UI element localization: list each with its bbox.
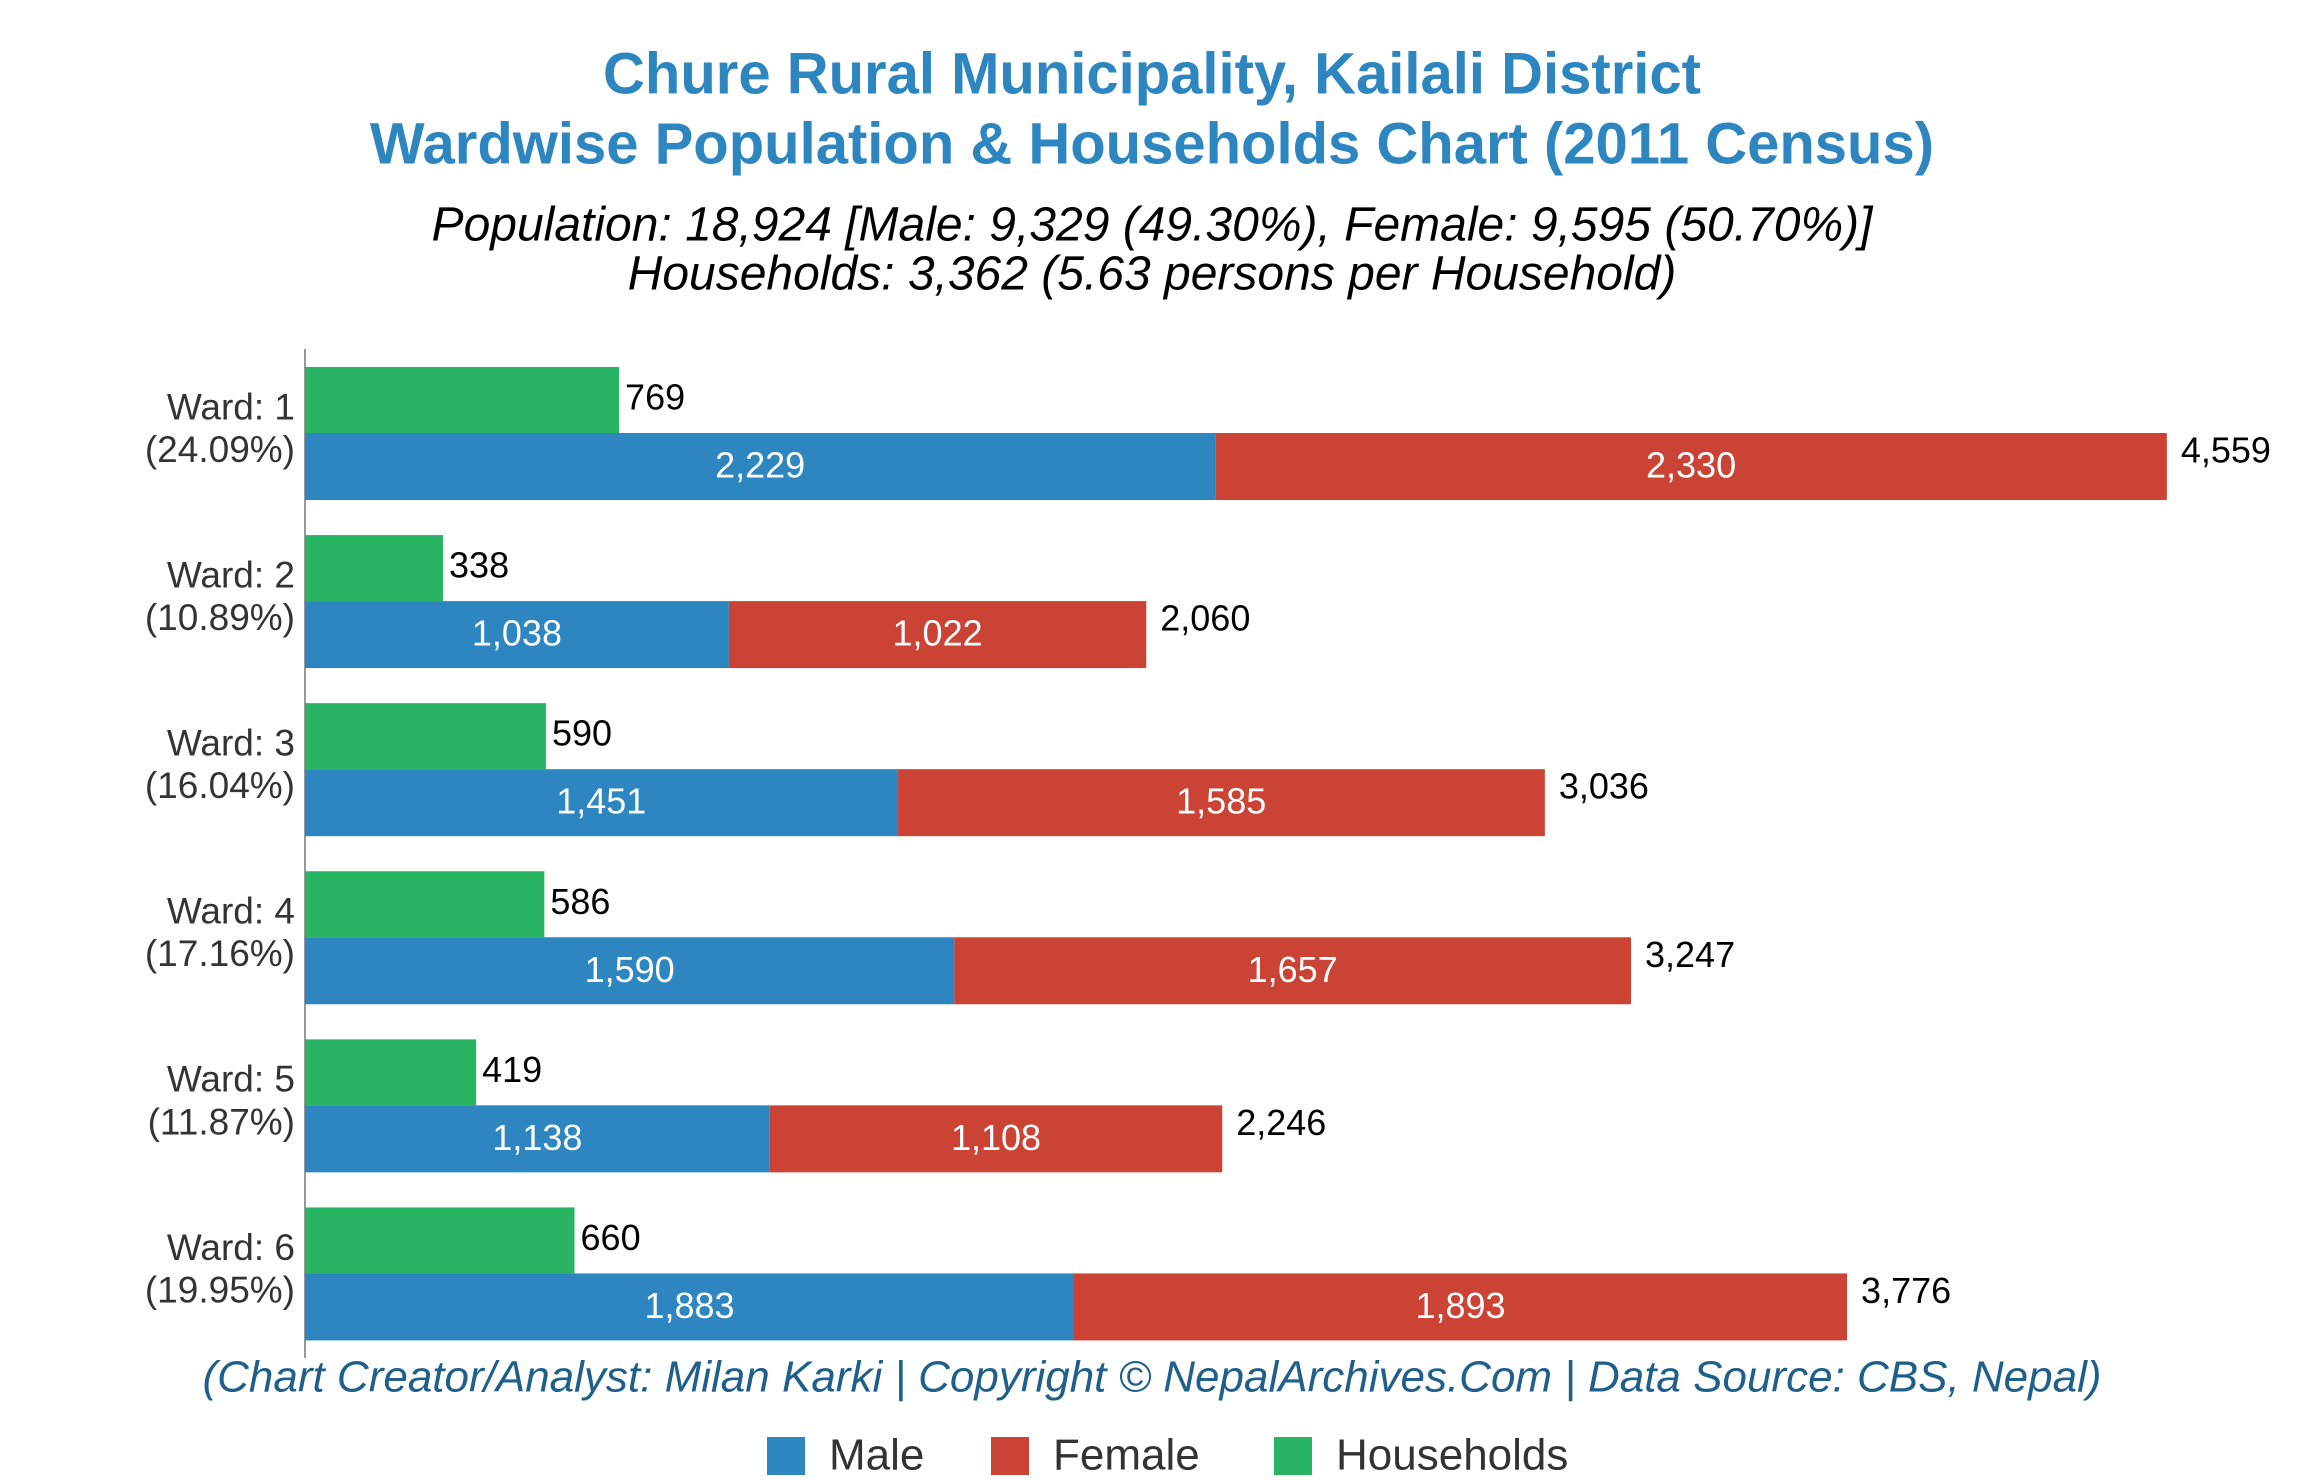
male-bar xyxy=(305,1273,1074,1341)
y-tick-label: Ward: 4 xyxy=(167,891,295,932)
female-bar xyxy=(1215,433,2167,500)
total-label: 2,060 xyxy=(1160,598,1250,639)
footer: (Chart Creator/Analyst: Milan Karki | Co… xyxy=(202,1353,2101,1402)
female-bar xyxy=(897,769,1545,837)
male-bar xyxy=(305,433,1216,500)
total-label: 3,036 xyxy=(1559,766,1649,807)
data-label: 1,657 xyxy=(1248,949,1338,990)
data-label: 660 xyxy=(581,1217,641,1258)
female-bar xyxy=(728,601,1147,669)
chart-subtitle: Households: 3,362 (5.63 persons per Hous… xyxy=(628,248,1677,301)
y-tick-label: (24.09%) xyxy=(145,429,295,470)
households-bar xyxy=(305,1207,575,1274)
y-tick-label: (10.89%) xyxy=(145,597,295,638)
y-tick-label: Ward: 1 xyxy=(167,386,295,427)
legend-label: Male xyxy=(829,1431,924,1480)
female-bar xyxy=(1073,1273,1848,1341)
data-label: 1,038 xyxy=(472,613,562,654)
households-bar xyxy=(305,535,444,602)
households-bar xyxy=(305,871,545,938)
legend-swatch xyxy=(991,1437,1029,1475)
female-bar xyxy=(954,937,1632,1005)
chart-subtitle: Population: 18,924 [Male: 9,329 (49.30%)… xyxy=(432,199,1875,252)
total-label: 4,559 xyxy=(2181,430,2271,471)
data-label: 1,893 xyxy=(1415,1285,1505,1326)
male-bar xyxy=(305,601,729,669)
data-label: 2,229 xyxy=(715,445,805,486)
households-bar xyxy=(305,367,620,433)
data-label: 586 xyxy=(550,881,610,922)
female-bar xyxy=(769,1105,1223,1173)
male-bar xyxy=(305,769,898,837)
data-label: 1,138 xyxy=(492,1117,582,1158)
legend-swatch xyxy=(767,1437,805,1475)
y-tick-label: (16.04%) xyxy=(145,765,295,806)
data-label: 2,330 xyxy=(1646,445,1736,486)
legend-swatch xyxy=(1274,1437,1312,1475)
households-bar xyxy=(305,703,546,770)
data-label: 419 xyxy=(482,1049,542,1090)
data-label: 1,451 xyxy=(556,781,646,822)
chart-title: Wardwise Population & Households Chart (… xyxy=(370,111,1934,176)
data-label: 338 xyxy=(449,545,509,586)
total-label: 3,247 xyxy=(1645,934,1735,975)
data-label: 1,108 xyxy=(951,1117,1041,1158)
legend-label: Households xyxy=(1336,1431,1568,1480)
chart-title: Chure Rural Municipality, Kailali Distri… xyxy=(603,41,1701,106)
y-tick-label: Ward: 5 xyxy=(167,1059,295,1100)
male-bar xyxy=(305,937,955,1005)
households-bar xyxy=(305,1039,477,1106)
y-tick-label: (17.16%) xyxy=(145,933,295,974)
total-label: 3,776 xyxy=(1861,1270,1951,1311)
data-label: 590 xyxy=(552,713,612,754)
data-label: 1,590 xyxy=(585,949,675,990)
data-label: 1,883 xyxy=(644,1285,734,1326)
y-tick-label: (19.95%) xyxy=(145,1269,295,1310)
y-tick-label: Ward: 3 xyxy=(167,723,295,764)
total-label: 2,246 xyxy=(1236,1102,1326,1143)
data-label: 1,022 xyxy=(893,613,983,654)
male-bar xyxy=(305,1105,770,1173)
data-label: 769 xyxy=(625,377,685,418)
y-tick-label: (11.87%) xyxy=(148,1101,295,1142)
legend-label: Female xyxy=(1053,1431,1200,1480)
data-label: 1,585 xyxy=(1176,781,1266,822)
y-tick-label: Ward: 2 xyxy=(167,554,295,595)
y-tick-label: Ward: 6 xyxy=(167,1227,295,1268)
